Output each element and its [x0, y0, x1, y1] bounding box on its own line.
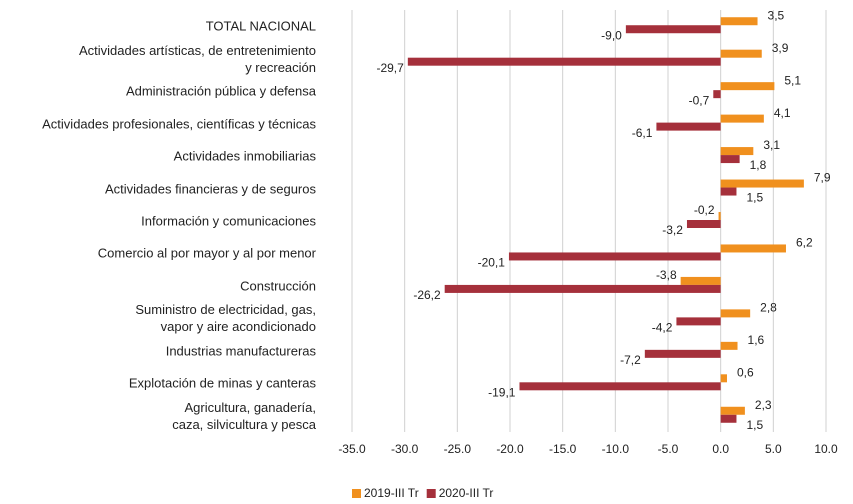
- value-label: -29,7: [376, 61, 404, 75]
- bar: [720, 49, 762, 58]
- value-label: 3,9: [772, 41, 789, 55]
- x-tick-label: -35.0: [338, 442, 366, 456]
- bar: [720, 309, 751, 318]
- category-label: Actividades artísticas, de entretenimien…: [78, 42, 316, 75]
- value-label: 3,1: [763, 138, 780, 152]
- bar: [407, 57, 721, 66]
- value-label: 0,6: [737, 365, 754, 379]
- legend-swatch: [352, 489, 361, 498]
- value-label: 4,1: [774, 106, 791, 120]
- value-label: -4,2: [652, 321, 673, 335]
- value-label: 1,5: [746, 418, 763, 432]
- bar: [720, 244, 786, 253]
- category-label: Información y comunicaciones: [141, 213, 316, 229]
- value-label: 2,3: [755, 398, 772, 412]
- category-label: Administración pública y defensa: [125, 83, 316, 99]
- x-tick-label: 5.0: [765, 442, 782, 456]
- value-label: 5,1: [784, 73, 801, 87]
- value-label: -3,8: [656, 268, 677, 282]
- value-label: -7,2: [620, 353, 641, 367]
- value-label: 7,9: [814, 171, 831, 185]
- category-label: Comercio al por mayor y al por menor: [97, 245, 316, 261]
- bar: [444, 284, 721, 293]
- x-tick-label: -5.0: [658, 442, 679, 456]
- bar: [720, 179, 804, 188]
- value-label: 1,6: [748, 333, 765, 347]
- bar: [720, 187, 737, 196]
- value-label: -26,2: [413, 288, 441, 302]
- value-label: -0,7: [689, 93, 710, 107]
- bar: [720, 406, 745, 415]
- bar: [720, 414, 737, 423]
- legend-swatch: [426, 489, 436, 498]
- bar: [508, 252, 721, 261]
- legend-label: 2020-III Tr: [439, 486, 494, 500]
- legend-label: 2019-III Tr: [364, 486, 419, 500]
- bar: [644, 349, 721, 358]
- value-label: 1,5: [746, 191, 763, 205]
- bar: [720, 82, 775, 91]
- x-tick-label: 10.0: [814, 442, 838, 456]
- value-label: -0,2: [694, 203, 715, 217]
- x-tick-label: 0.0: [712, 442, 729, 456]
- category-label: Suministro de electricidad, gas, vapor y…: [135, 302, 316, 335]
- x-tick-label: -25.0: [444, 442, 472, 456]
- category-label: Explotación de minas y canteras: [128, 375, 316, 391]
- category-label: Agricultura, ganadería, caza, silvicultu…: [172, 399, 316, 432]
- x-tick-label: -20.0: [496, 442, 524, 456]
- bar: [625, 25, 721, 34]
- category-label: Actividades financieras y de seguros: [104, 181, 316, 197]
- bar: [720, 341, 738, 350]
- bar: [720, 374, 727, 383]
- bar: [686, 220, 721, 228]
- category-label: Industrias manufactureras: [165, 343, 316, 359]
- bar: [676, 317, 721, 326]
- value-label: 6,2: [796, 236, 813, 250]
- bar: [720, 114, 764, 123]
- bar: [720, 155, 740, 164]
- category-label: TOTAL NACIONAL: [205, 18, 316, 34]
- category-label: Actividades profesionales, científicas y…: [42, 116, 316, 132]
- category-label: Construcción: [240, 278, 316, 294]
- value-label: 1,8: [750, 158, 767, 172]
- value-label: -9,0: [601, 28, 622, 42]
- bar: [718, 212, 721, 220]
- bar: [720, 17, 758, 26]
- bar: [713, 90, 721, 99]
- value-label: -20,1: [478, 256, 506, 270]
- bar: [720, 147, 754, 156]
- x-tick-label: -10.0: [602, 442, 630, 456]
- value-label: -6,1: [632, 126, 653, 140]
- category-label: Actividades inmobiliarias: [173, 148, 316, 164]
- x-tick-label: -15.0: [549, 442, 577, 456]
- value-label: -19,1: [488, 385, 516, 399]
- value-label: 3,5: [768, 8, 785, 22]
- x-tick-label: -30.0: [391, 442, 419, 456]
- value-label: 2,8: [760, 301, 777, 315]
- bar: [656, 122, 721, 131]
- bar: [680, 276, 721, 285]
- bar: [519, 382, 721, 391]
- value-label: -3,2: [662, 223, 683, 237]
